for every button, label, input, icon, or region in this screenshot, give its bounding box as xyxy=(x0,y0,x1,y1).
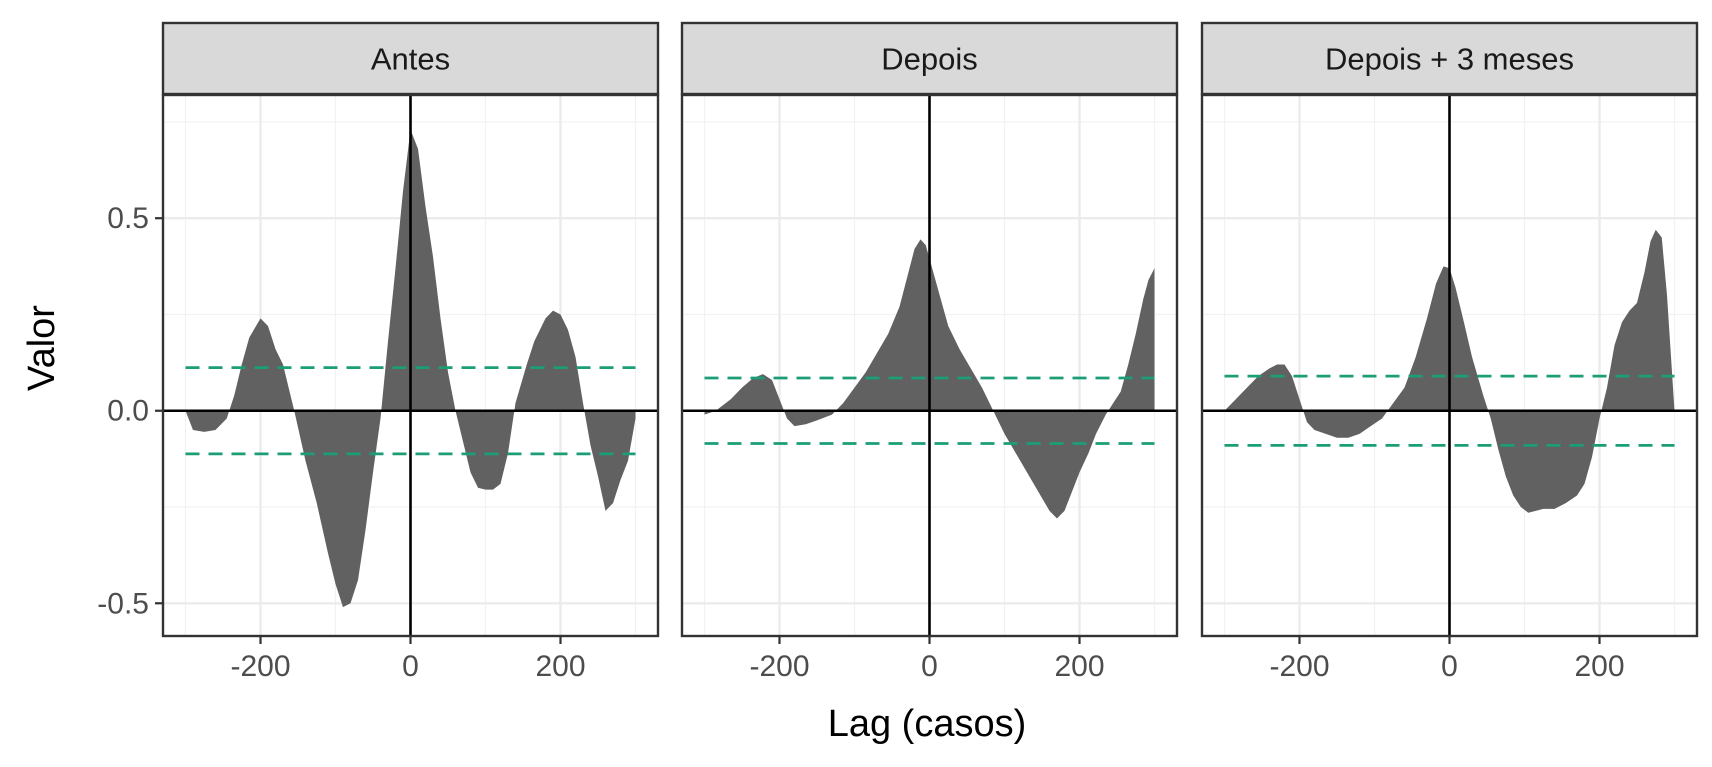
x-tick-label: 0 xyxy=(1441,650,1458,683)
x-tick-label: -200 xyxy=(1269,650,1329,683)
axes-layer: -200 0 200 -200 0 200 -200 0 200 -0.5 0.0 0.5 xyxy=(97,202,1624,683)
x-tick-label: -200 xyxy=(749,650,809,683)
y-tick-label: 0.0 xyxy=(107,395,149,428)
x-tick-label: 200 xyxy=(1054,650,1104,683)
panel-3: Depois + 3 meses xyxy=(1200,21,1699,638)
panel-1: Antes xyxy=(161,21,660,638)
strip-background xyxy=(1200,21,1699,96)
x-tick-label: 200 xyxy=(1574,650,1624,683)
x-axis-title: Lag (casos) xyxy=(828,703,1027,745)
y-tick-label: -0.5 xyxy=(97,587,149,620)
y-axis-title: Valor xyxy=(21,305,63,391)
x-tick-label: -200 xyxy=(230,650,290,683)
panel-2: Depois xyxy=(680,21,1179,638)
panels-layer: Antes Depois Depois + 3 meses xyxy=(161,21,1699,638)
x-tick-label: 0 xyxy=(402,650,419,683)
strip-label: Depois xyxy=(881,42,978,77)
y-tick-label: 0.5 xyxy=(107,202,149,235)
strip-label: Depois + 3 meses xyxy=(1325,42,1574,77)
x-tick-label: 0 xyxy=(921,650,938,683)
strip-background xyxy=(680,21,1179,96)
strip-label: Antes xyxy=(371,42,450,77)
x-tick-label: 200 xyxy=(535,650,585,683)
strip-background xyxy=(161,21,660,96)
